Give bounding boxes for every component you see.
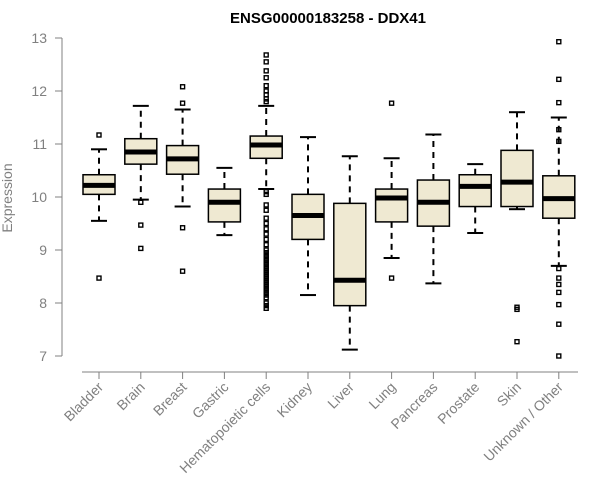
x-tick-label: Lung bbox=[365, 379, 398, 412]
box-prostate bbox=[458, 163, 492, 235]
y-axis-label: Expression bbox=[0, 163, 15, 232]
box-gastric bbox=[207, 166, 242, 237]
box-breast bbox=[165, 84, 200, 274]
x-tick-label: Skin bbox=[494, 379, 525, 410]
outlier-point bbox=[179, 268, 186, 274]
y-tick-label: 11 bbox=[32, 136, 47, 152]
outlier-point bbox=[263, 220, 269, 227]
outlier-point bbox=[263, 202, 269, 208]
outlier-point bbox=[96, 132, 102, 138]
x-tick-label: Unknown / Other bbox=[480, 379, 566, 465]
outlier-point bbox=[388, 275, 395, 281]
iqr-box bbox=[500, 149, 534, 208]
outlier-point bbox=[556, 99, 562, 106]
outlier-point bbox=[263, 231, 269, 237]
outlier-point bbox=[556, 126, 562, 133]
box-brain bbox=[124, 104, 158, 252]
box-unknown-other bbox=[542, 39, 576, 359]
box-bladder bbox=[82, 132, 116, 281]
y-ticks: 7 8 9 10 11 12 13 bbox=[31, 30, 62, 364]
outlier-point bbox=[138, 222, 144, 228]
outlier-point bbox=[179, 100, 186, 106]
outlier-point bbox=[263, 92, 269, 98]
box-lung bbox=[374, 100, 409, 281]
x-tick-label: Kidney bbox=[274, 379, 316, 421]
outlier-point bbox=[556, 76, 562, 83]
outlier-point bbox=[556, 301, 562, 308]
outlier-point bbox=[138, 199, 144, 206]
x-tick-label: Breast bbox=[150, 379, 190, 419]
outlier-point bbox=[263, 75, 269, 81]
outlier-point bbox=[138, 245, 144, 252]
iqr-box bbox=[333, 202, 367, 307]
outlier-point bbox=[263, 68, 269, 74]
outlier-point bbox=[556, 281, 562, 288]
y-tick-label: 7 bbox=[39, 348, 47, 364]
outlier-point bbox=[556, 275, 562, 281]
box-skin bbox=[500, 111, 534, 345]
x-tick-label: Liver bbox=[324, 379, 357, 412]
outlier-point bbox=[514, 306, 520, 313]
x-tick-label: Bladder bbox=[61, 379, 107, 425]
x-tick-label: Brain bbox=[113, 379, 147, 413]
box-liver bbox=[333, 155, 367, 351]
y-tick-label: 13 bbox=[31, 30, 47, 46]
outlier-point bbox=[179, 225, 186, 231]
outlier-point bbox=[263, 215, 269, 221]
outlier-point bbox=[556, 321, 562, 327]
outlier-point bbox=[263, 59, 269, 65]
outlier-point bbox=[556, 265, 562, 272]
outlier-point bbox=[263, 241, 269, 248]
outlier-point bbox=[556, 289, 562, 296]
x-tick-label: Prostate bbox=[434, 379, 482, 427]
iqr-box bbox=[207, 188, 242, 223]
outlier-point bbox=[514, 338, 520, 345]
outlier-point bbox=[179, 84, 186, 90]
outlier-point bbox=[263, 82, 269, 89]
boxes bbox=[82, 39, 576, 359]
outlier-point bbox=[263, 207, 269, 213]
outlier-point bbox=[388, 100, 395, 106]
box-pancreas bbox=[416, 133, 451, 285]
outlier-point bbox=[263, 98, 269, 105]
outlier-point bbox=[556, 353, 562, 359]
box-kidney bbox=[291, 136, 325, 297]
outlier-point bbox=[556, 39, 562, 45]
outlier-point bbox=[263, 52, 269, 58]
chart-title: ENSG00000183258 - DDX41 bbox=[230, 10, 426, 27]
y-tick-label: 10 bbox=[31, 189, 47, 205]
outlier-point bbox=[263, 191, 269, 198]
outlier-point bbox=[263, 226, 269, 232]
box-hematopoietic-cells bbox=[249, 52, 283, 311]
outlier-point bbox=[556, 138, 562, 145]
iqr-box bbox=[458, 173, 492, 208]
outlier-point bbox=[96, 275, 102, 281]
y-tick-label: 12 bbox=[31, 83, 47, 99]
y-tick-label: 8 bbox=[39, 295, 47, 311]
outlier-point bbox=[263, 236, 269, 243]
outlier-point bbox=[263, 305, 269, 311]
y-tick-label: 9 bbox=[39, 242, 47, 258]
iqr-box bbox=[374, 188, 409, 223]
outlier-point bbox=[263, 295, 269, 301]
